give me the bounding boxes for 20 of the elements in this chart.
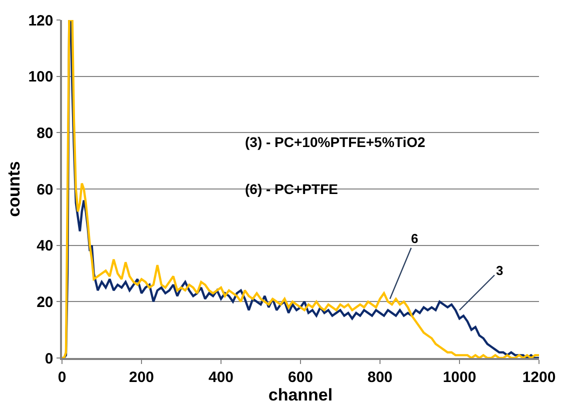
y-tick-label: 120 bbox=[28, 12, 54, 30]
x-tick-label: 1200 bbox=[522, 368, 556, 386]
y-tick-label: 100 bbox=[28, 68, 54, 86]
y-tick-label: 20 bbox=[36, 294, 54, 311]
y-tick-label: 0 bbox=[44, 350, 54, 368]
x-tick-label: 400 bbox=[208, 368, 234, 386]
x-tick-label: 600 bbox=[288, 368, 314, 386]
x-tick-label: 200 bbox=[128, 368, 154, 386]
y-tick-label: 80 bbox=[36, 124, 54, 142]
y-axis-title: counts bbox=[4, 161, 24, 217]
annotation: (6) - PC+PTFE bbox=[245, 181, 338, 197]
y-tick-label: 40 bbox=[36, 238, 54, 255]
annotation: (3) - PC+10%PTFE+5%TiO2 bbox=[245, 134, 426, 150]
x-tick-label: 0 bbox=[58, 368, 66, 386]
y-tick-label: 60 bbox=[36, 181, 54, 198]
x-tick-label: 1000 bbox=[442, 368, 476, 386]
annotation: 3 bbox=[496, 263, 504, 278]
x-axis-title: channel bbox=[268, 386, 333, 405]
x-tick-label: 800 bbox=[367, 368, 393, 386]
annotation: 6 bbox=[411, 231, 418, 246]
